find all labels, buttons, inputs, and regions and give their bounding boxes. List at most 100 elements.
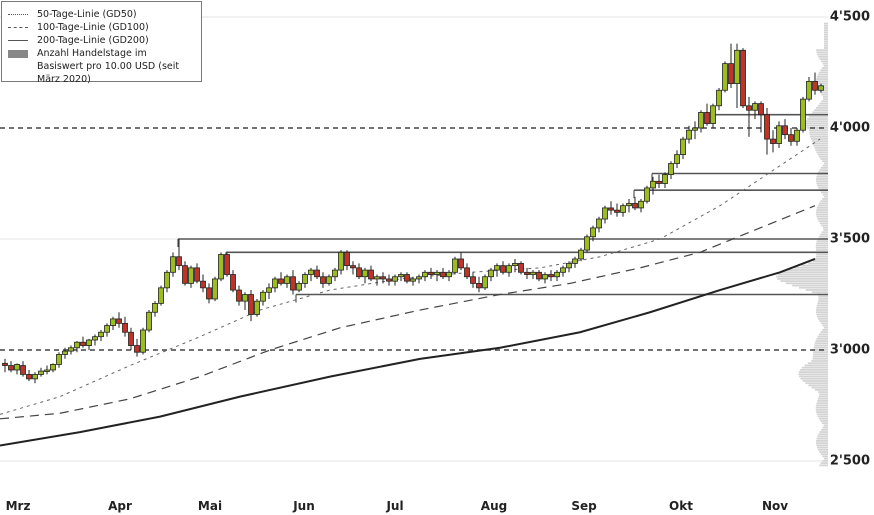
candle-body bbox=[434, 271, 440, 275]
candle-body bbox=[644, 187, 650, 202]
volume-profile-bar bbox=[814, 146, 828, 149]
candle-body bbox=[182, 265, 188, 284]
volume-profile-bar bbox=[815, 406, 828, 409]
volume-profile-bar bbox=[818, 317, 828, 320]
candle-body bbox=[746, 105, 752, 111]
candle-body bbox=[710, 105, 716, 124]
legend-item-volume-profile: Anzahl Handelstage im Basiswert pro 10.0… bbox=[8, 47, 195, 86]
candle-body bbox=[392, 276, 398, 282]
volume-profile-bar bbox=[814, 344, 828, 347]
candle-body bbox=[608, 207, 614, 211]
candle-body bbox=[56, 354, 62, 365]
volume-profile-bar bbox=[818, 155, 828, 158]
candle-body bbox=[104, 325, 110, 333]
volume-profile-bar bbox=[799, 375, 828, 378]
volume-profile-bar bbox=[812, 142, 828, 145]
volume-profile-bar bbox=[822, 426, 828, 429]
candle-body bbox=[398, 274, 404, 278]
candle-body bbox=[554, 271, 560, 278]
volume-profile-bar bbox=[820, 69, 828, 72]
candle-body bbox=[470, 276, 476, 284]
candle-body bbox=[452, 258, 458, 273]
volume-profile-bar bbox=[821, 428, 828, 431]
volume-profile-bar bbox=[818, 391, 828, 393]
candle-body bbox=[416, 276, 422, 280]
candle-body bbox=[446, 271, 452, 278]
candle-body bbox=[578, 249, 584, 260]
volume-profile-bar bbox=[811, 360, 828, 362]
volume-profile-bar bbox=[817, 173, 828, 176]
candle-body bbox=[476, 282, 482, 289]
volume-profile-bar bbox=[824, 47, 828, 49]
volume-profile-bar bbox=[820, 191, 828, 194]
volume-profile-bar bbox=[820, 453, 828, 456]
volume-profile-bar bbox=[804, 364, 828, 367]
volume-profile-bar bbox=[817, 335, 828, 338]
volume-profile-bar bbox=[824, 27, 828, 29]
volume-profile-bar bbox=[816, 413, 828, 416]
candle-body bbox=[656, 180, 662, 184]
volume-profile-bar bbox=[819, 320, 828, 322]
legend-label: 100-Tage-Linie (GD100) bbox=[37, 22, 149, 33]
volume-profile-bar bbox=[819, 202, 828, 205]
volume-profile-bar bbox=[817, 204, 828, 207]
volume-profile-bar bbox=[823, 195, 828, 198]
volume-profile-bar bbox=[824, 31, 828, 34]
volume-profile-bar bbox=[776, 275, 828, 278]
x-tick-label: Aug bbox=[480, 499, 508, 513]
volume-profile-bar bbox=[818, 300, 828, 302]
candle-body bbox=[524, 271, 530, 275]
candle-body bbox=[50, 364, 56, 371]
volume-profile-bar bbox=[811, 291, 828, 294]
volume-profile-bar bbox=[805, 289, 828, 291]
candle-body bbox=[404, 274, 410, 282]
candle-body bbox=[818, 85, 824, 91]
candle-body bbox=[308, 269, 314, 275]
volume-profile-bar bbox=[808, 262, 828, 265]
volume-profile-bar bbox=[824, 29, 828, 32]
volume-profile-bar bbox=[817, 397, 828, 400]
volume-profile-bar bbox=[813, 260, 828, 262]
volume-profile-bar bbox=[820, 462, 828, 465]
volume-profile-bar bbox=[818, 55, 828, 58]
x-tick-label: Mrz bbox=[5, 499, 31, 513]
candle-body bbox=[680, 138, 686, 156]
volume-profile-bar bbox=[823, 424, 828, 427]
volume-profile-bar bbox=[816, 311, 828, 314]
volume-profile-bar bbox=[781, 271, 828, 274]
candle-body bbox=[422, 271, 428, 278]
candle-body bbox=[20, 365, 26, 375]
candle-body bbox=[662, 174, 668, 184]
volume-profile-bar bbox=[824, 22, 828, 25]
volume-profile-bar bbox=[816, 80, 828, 83]
volume-profile-bar bbox=[816, 437, 828, 440]
volume-profile-bar bbox=[814, 257, 828, 260]
volume-profile-bar bbox=[824, 44, 828, 47]
volume-profile-bar bbox=[814, 388, 828, 391]
candle-body bbox=[560, 267, 566, 273]
volume-profile-bar bbox=[822, 455, 828, 458]
solid-line-icon bbox=[8, 40, 28, 41]
volume-profile-bar bbox=[808, 115, 828, 118]
candle-body bbox=[770, 138, 776, 144]
candle-body bbox=[98, 331, 104, 338]
volume-profile-bar bbox=[812, 357, 828, 360]
candle-body bbox=[758, 103, 764, 116]
volume-profile-bar bbox=[820, 331, 828, 334]
volume-profile-bar bbox=[816, 78, 828, 80]
candle-body bbox=[464, 267, 470, 278]
volume-profile-bar bbox=[820, 200, 828, 203]
volume-profile-bar bbox=[806, 127, 828, 129]
volume-profile-bar bbox=[777, 277, 828, 280]
candle-body bbox=[44, 369, 50, 372]
volume-profile-bar bbox=[822, 62, 828, 65]
candle-body bbox=[338, 251, 344, 271]
volume-profile-bar bbox=[816, 337, 828, 340]
volume-profile-bar bbox=[801, 264, 828, 267]
candle-body bbox=[458, 258, 464, 269]
x-tick-label: Nov bbox=[761, 499, 789, 513]
volume-profile-bar bbox=[816, 404, 828, 407]
volume-profile-bar bbox=[819, 58, 828, 60]
volume-profile-bar bbox=[816, 151, 828, 154]
